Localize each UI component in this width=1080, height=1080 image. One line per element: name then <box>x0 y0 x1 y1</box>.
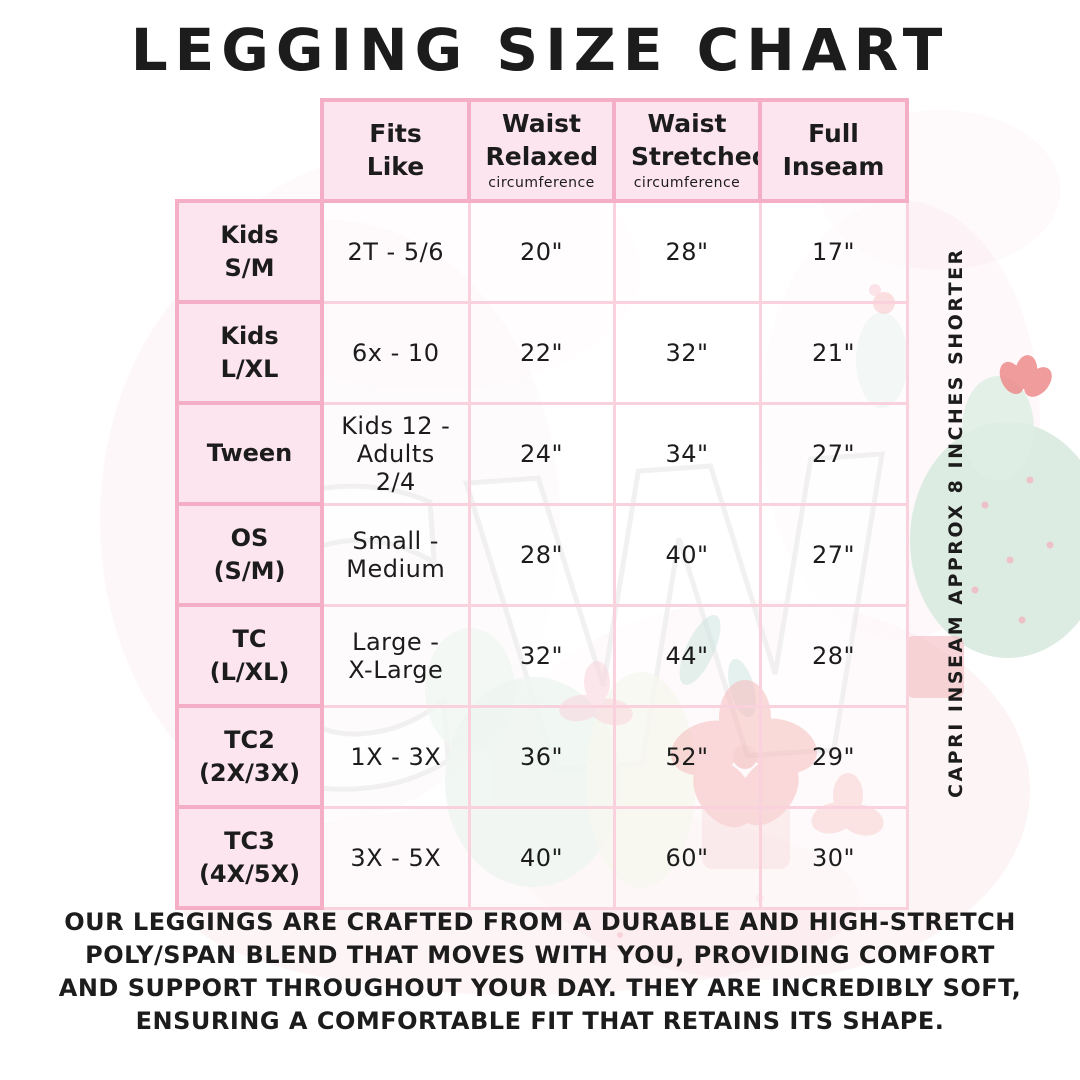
column-header-subnote: circumference <box>488 175 595 192</box>
column-header-label: Full Inseam <box>782 119 885 181</box>
size-label: TC2 (2X/3X) <box>198 726 301 787</box>
column-header-label: Waist Relaxed <box>485 109 599 171</box>
cell-waist-stretched: 40" <box>612 502 762 607</box>
cell-full-inseam: 27" <box>758 502 909 607</box>
cell-waist-stretched: 34" <box>612 401 762 506</box>
cell-value: Large - X-Large <box>348 627 444 684</box>
cell-full-inseam: 27" <box>758 401 909 506</box>
cell-value: 20" <box>519 237 564 266</box>
column-header-subnote: circumference <box>633 175 741 192</box>
cell-value: 28" <box>665 237 709 266</box>
cell-value: 32" <box>519 641 564 670</box>
table-row: Tween Kids 12 - Adults 2/4 24" 34" 27" <box>175 401 909 506</box>
table-header-row: Fits Like Waist Relaxed circumference Wa… <box>177 98 909 203</box>
cell-waist-stretched: 52" <box>612 704 762 809</box>
cell-full-inseam: 17" <box>758 199 909 304</box>
cell-value: 21" <box>811 338 856 367</box>
cell-waist-relaxed: 22" <box>467 300 616 405</box>
size-label: Tween <box>206 439 293 468</box>
cell-waist-relaxed: 24" <box>467 401 616 506</box>
column-header-label: Fits Like <box>366 119 425 181</box>
table-row: Kids S/M 2T - 5/6 20" 28" 17" <box>175 199 909 304</box>
cell-full-inseam: 29" <box>758 704 909 809</box>
cell-value: 40" <box>665 540 709 569</box>
table-row: Kids L/XL 6x - 10 22" 32" 21" <box>175 300 909 405</box>
row-label-os-sm: OS (S/M) <box>175 502 324 607</box>
cell-value: 22" <box>519 338 564 367</box>
column-header-waist-stretched: Waist Stretched circumference <box>612 98 762 203</box>
size-label: Kids S/M <box>220 221 279 282</box>
row-label-tc3: TC3 (4X/5X) <box>175 805 324 910</box>
cell-fits-like: Small - Medium <box>320 502 471 607</box>
row-label-tween: Tween <box>175 401 324 506</box>
cell-fits-like: 1X - 3X <box>320 704 471 809</box>
cell-value: 60" <box>665 843 709 872</box>
column-header-label: Waist Stretched <box>631 109 760 171</box>
cell-value: Kids 12 - Adults 2/4 <box>341 411 451 496</box>
cell-value: 32" <box>665 338 709 367</box>
cell-value: 1X - 3X <box>350 742 442 771</box>
cell-value: Small - Medium <box>346 526 446 583</box>
cell-fits-like: 2T - 5/6 <box>320 199 471 304</box>
cell-waist-stretched: 32" <box>612 300 762 405</box>
product-description: OUR LEGGINGS ARE CRAFTED FROM A DURABLE … <box>58 908 1022 1035</box>
cell-waist-relaxed: 40" <box>467 805 616 910</box>
column-header-full-inseam: Full Inseam <box>758 98 909 203</box>
table-corner-spacer <box>177 100 322 201</box>
cell-value: 3X - 5X <box>350 843 442 872</box>
cell-waist-relaxed: 20" <box>467 199 616 304</box>
row-label-kids-lxl: Kids L/XL <box>175 300 324 405</box>
cell-waist-stretched: 60" <box>612 805 762 910</box>
size-label: TC3 (4X/5X) <box>198 827 301 888</box>
flower-icon <box>999 355 1052 397</box>
cell-value: 40" <box>519 843 564 872</box>
cell-waist-relaxed: 28" <box>467 502 616 607</box>
row-label-kids-sm: Kids S/M <box>175 199 324 304</box>
table-row: OS (S/M) Small - Medium 28" 40" 27" <box>175 502 909 607</box>
cell-value: 6x - 10 <box>352 338 440 367</box>
cell-value: 28" <box>811 641 856 670</box>
cell-waist-relaxed: 32" <box>467 603 616 708</box>
cell-value: 17" <box>811 237 856 266</box>
cell-value: 27" <box>811 439 856 468</box>
cell-fits-like: Kids 12 - Adults 2/4 <box>320 401 471 506</box>
table-row: TC3 (4X/5X) 3X - 5X 40" 60" 30" <box>175 805 909 910</box>
cell-value: 36" <box>519 742 564 771</box>
cell-fits-like: Large - X-Large <box>320 603 471 708</box>
cell-fits-like: 6x - 10 <box>320 300 471 405</box>
pot-icon <box>906 636 964 698</box>
column-header-waist-relaxed: Waist Relaxed circumference <box>467 98 616 203</box>
cell-value: 52" <box>665 742 709 771</box>
size-table: Fits Like Waist Relaxed circumference Wa… <box>175 98 909 910</box>
cell-waist-stretched: 28" <box>612 199 762 304</box>
cell-value: 24" <box>519 439 564 468</box>
cell-value: 29" <box>811 742 856 771</box>
cell-waist-stretched: 44" <box>612 603 762 708</box>
cell-full-inseam: 30" <box>758 805 909 910</box>
cell-value: 30" <box>811 843 856 872</box>
cell-full-inseam: 28" <box>758 603 909 708</box>
row-label-tc-lxl: TC (L/XL) <box>175 603 324 708</box>
cell-value: 2T - 5/6 <box>347 237 444 266</box>
table-row: TC2 (2X/3X) 1X - 3X 36" 52" 29" <box>175 704 909 809</box>
cell-waist-relaxed: 36" <box>467 704 616 809</box>
cell-value: 27" <box>811 540 856 569</box>
cell-full-inseam: 21" <box>758 300 909 405</box>
cell-value: 28" <box>519 540 564 569</box>
cell-value: 44" <box>665 641 709 670</box>
cell-fits-like: 3X - 5X <box>320 805 471 910</box>
cell-value: 34" <box>665 439 709 468</box>
row-label-tc2: TC2 (2X/3X) <box>175 704 324 809</box>
table-row: TC (L/XL) Large - X-Large 32" 44" 28" <box>175 603 909 708</box>
size-label: TC (L/XL) <box>209 625 290 686</box>
page-title: LEGGING SIZE CHART <box>130 16 950 84</box>
size-label: OS (S/M) <box>213 524 286 585</box>
column-header-fits-like: Fits Like <box>320 98 471 203</box>
size-label: Kids L/XL <box>220 322 279 383</box>
capri-inseam-note: CAPRI INSEAM APPROX 8 INCHES SHORTER <box>945 247 967 798</box>
cactus-icon <box>910 376 1080 658</box>
